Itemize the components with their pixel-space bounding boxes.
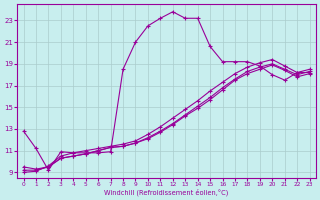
X-axis label: Windchill (Refroidissement éolien,°C): Windchill (Refroidissement éolien,°C) (104, 188, 229, 196)
